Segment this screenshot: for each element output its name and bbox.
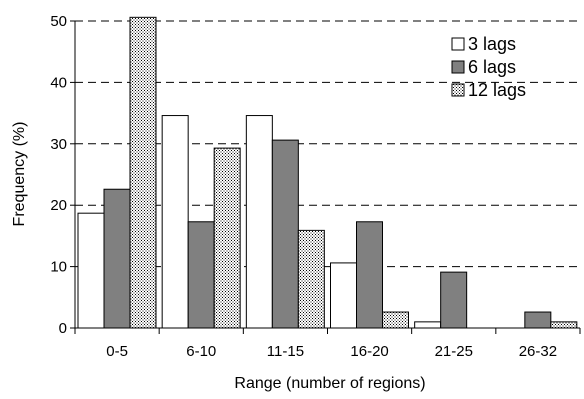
bar-3-lags-16-20 <box>330 262 357 329</box>
y-tick-label: 0 <box>59 320 67 337</box>
axes <box>70 20 581 334</box>
x-tick-label: 16-20 <box>350 343 388 360</box>
y-tick-label: 50 <box>50 13 67 30</box>
y-tick-label: 20 <box>50 197 67 214</box>
tick-labels: 0 10 20 30 40 50 0-5 6-10 11-15 16-20 21-25 26-32 <box>50 13 557 360</box>
legend-label: 6 lags <box>468 57 516 77</box>
legend-swatch <box>451 60 465 74</box>
bar-6-lags-21-25 <box>440 271 468 329</box>
legend-swatch <box>451 83 465 97</box>
y-axis-label: Frequency (%) <box>11 122 28 227</box>
bar-6-lags-26-32 <box>524 311 552 329</box>
y-tick-label: 30 <box>50 136 67 153</box>
legend: 3 lags 6 lags 12 lags <box>451 34 526 100</box>
bar-12-lags-16-20 <box>382 311 409 329</box>
x-tick-label: 0-5 <box>106 343 128 360</box>
bars <box>77 16 578 329</box>
legend-swatch <box>451 37 465 51</box>
bar-3-lags-6-10 <box>161 115 189 329</box>
bar-6-lags-0-5 <box>103 188 131 329</box>
bar-3-lags-11-15 <box>245 115 273 329</box>
gridlines <box>75 20 580 268</box>
bar-3-lags-0-5 <box>77 212 105 329</box>
bar-3-lags-21-25 <box>414 321 442 329</box>
bar-12-lags-11-15 <box>297 229 325 329</box>
bar-6-lags-16-20 <box>356 221 383 329</box>
bar-12-lags-0-5 <box>129 16 157 329</box>
x-axis-label: Range (number of regions) <box>234 375 425 392</box>
x-tick-label: 6-10 <box>186 343 216 360</box>
legend-label: 12 lags <box>468 80 526 100</box>
bar-12-lags-26-32 <box>550 321 578 329</box>
bar-12-lags-6-10 <box>213 147 241 329</box>
legend-label: 3 lags <box>468 34 516 54</box>
x-tick-label: 26-32 <box>519 343 557 360</box>
bar-6-lags-6-10 <box>187 221 215 329</box>
x-tick-label: 11-15 <box>267 343 304 360</box>
x-tick-label: 21-25 <box>435 343 473 360</box>
y-tick-label: 10 <box>50 259 67 276</box>
bar-6-lags-11-15 <box>271 139 299 329</box>
y-tick-label: 40 <box>50 74 67 91</box>
